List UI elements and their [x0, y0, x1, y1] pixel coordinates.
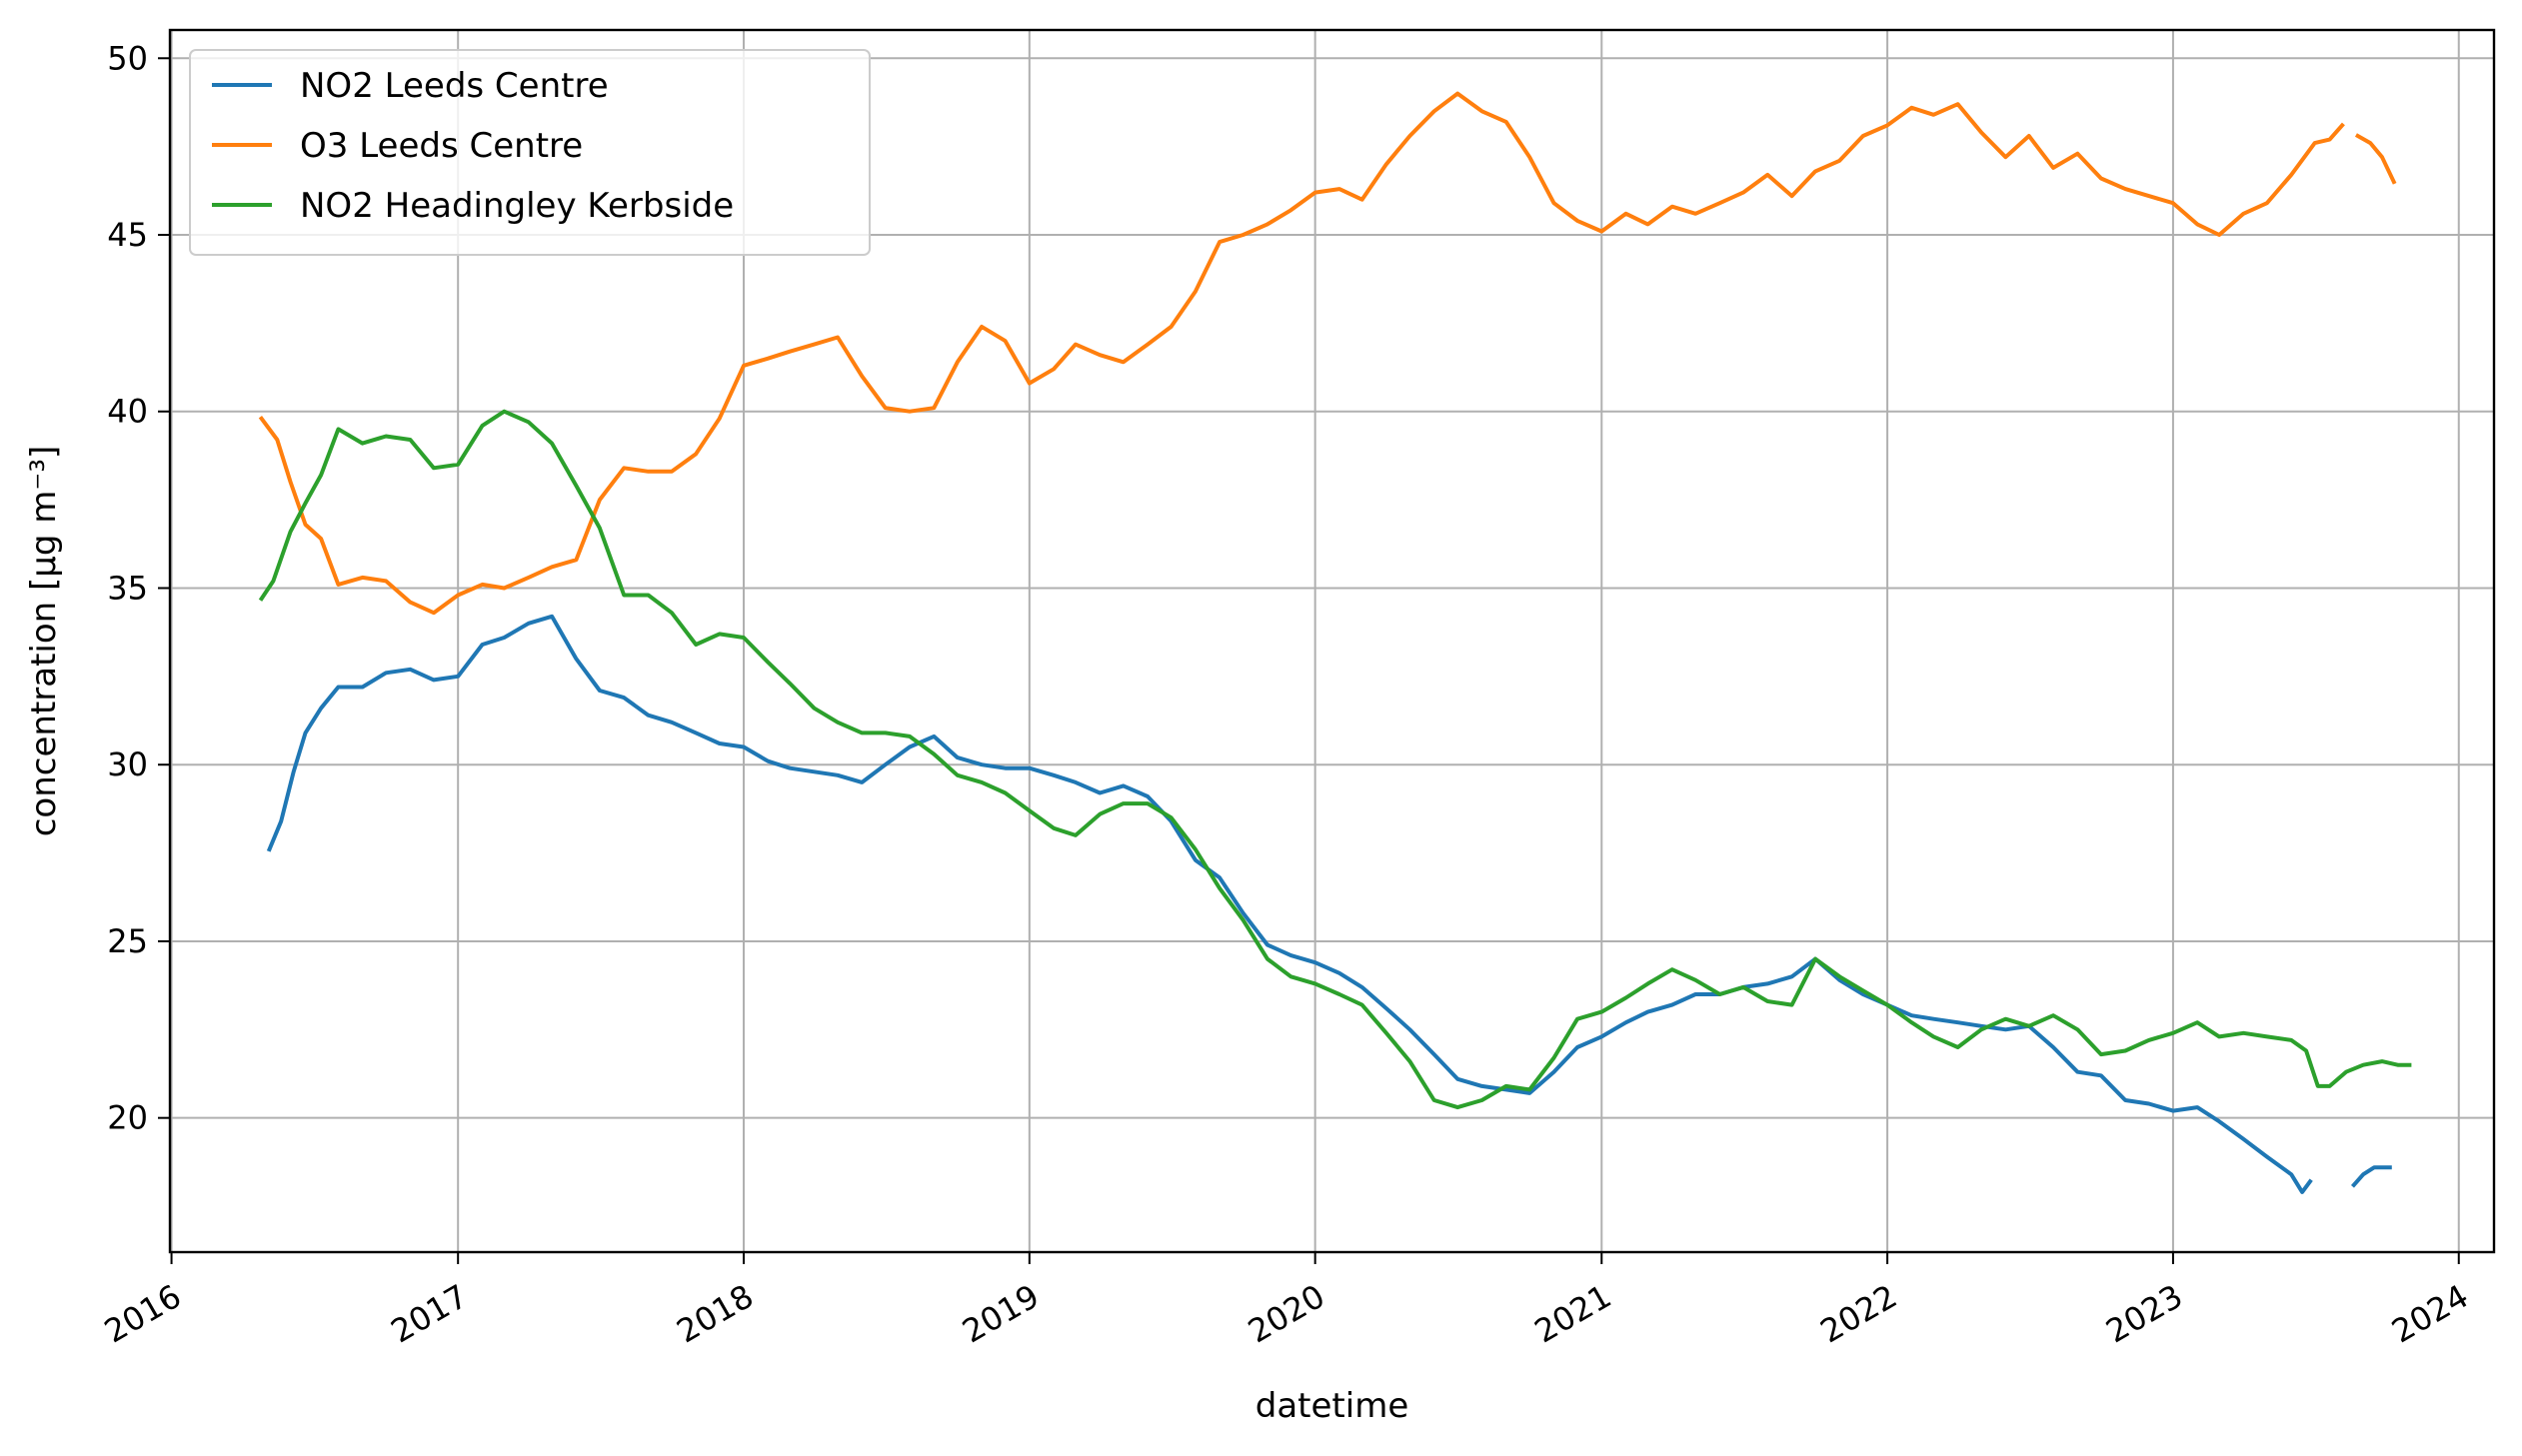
y-axis-title: concentration [µg m⁻³] — [24, 446, 64, 837]
series-line-o3-leeds-centre — [258, 91, 2345, 616]
data-series — [258, 91, 2412, 1194]
series-line-o3-leeds-centre — [2354, 133, 2397, 185]
y-tick-label: 40 — [107, 393, 148, 431]
legend-label: NO2 Leeds Centre — [300, 66, 609, 106]
legend-label: NO2 Headingley Kerbside — [300, 186, 734, 226]
y-tick-label: 20 — [107, 1099, 148, 1137]
legend-box — [189, 49, 871, 256]
legend-label: O3 Leeds Centre — [300, 126, 583, 166]
y-tick-label: 35 — [107, 569, 148, 607]
y-tick-label: 30 — [107, 745, 148, 783]
series-line-no2-headingley-kerbside — [258, 409, 2412, 1110]
x-axis-title: datetime — [1256, 1386, 1408, 1426]
y-tick-label: 50 — [107, 39, 148, 77]
y-tick-label: 45 — [107, 216, 148, 254]
series-line-no2-leeds-centre — [2350, 1165, 2392, 1188]
y-tick-label: 25 — [107, 922, 148, 960]
plot-frame — [168, 28, 2496, 1254]
legend: NO2 Leeds Centre O3 Leeds Centre NO2 Headi… — [189, 49, 871, 256]
